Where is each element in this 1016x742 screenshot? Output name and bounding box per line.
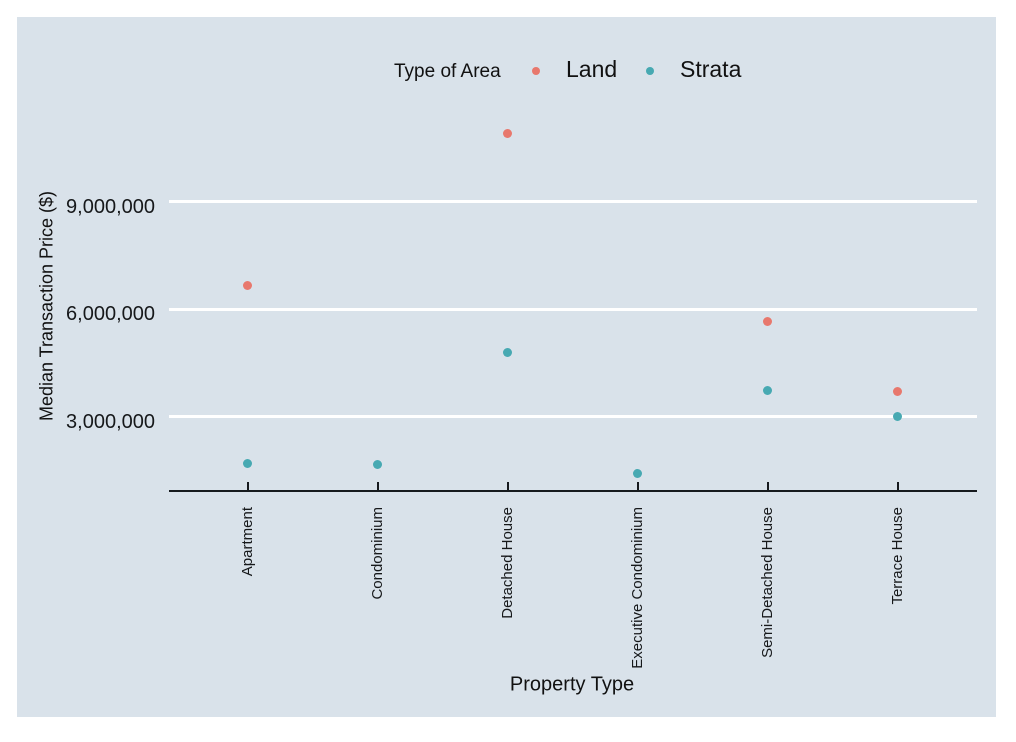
x-tick xyxy=(636,481,639,491)
legend-item-label: Strata xyxy=(680,56,742,82)
x-axis-line xyxy=(169,489,977,492)
point-strata-semi-detached-house[interactable] xyxy=(763,386,773,396)
x-tick-label: Terrace House xyxy=(888,507,906,605)
point-strata-detached-house[interactable] xyxy=(503,347,513,357)
legend-item-land[interactable]: Land xyxy=(532,54,627,86)
point-strata-condominium[interactable] xyxy=(373,460,383,470)
x-tick-label: Semi-Detached House xyxy=(758,507,776,658)
y-tick-label: 6,000,000 xyxy=(66,303,155,325)
x-tick xyxy=(376,481,379,491)
point-strata-terrace-house[interactable] xyxy=(893,412,902,421)
y-tick-label: 9,000,000 xyxy=(66,195,155,218)
point-land-semi-detached-house[interactable] xyxy=(763,317,773,327)
x-tick xyxy=(896,481,899,491)
legend-title: Type of Area xyxy=(394,61,501,82)
x-tick xyxy=(506,481,509,491)
gridline xyxy=(169,200,977,203)
x-axis-title: Property Type xyxy=(509,673,635,696)
y-axis-title: Median Transaction Price ($) xyxy=(36,190,57,422)
point-strata-executive-condominium[interactable] xyxy=(633,469,643,479)
legend: Type of Area Land Strata xyxy=(0,0,1016,100)
legend-item-label: Land xyxy=(566,56,618,82)
point-land-terrace-house[interactable] xyxy=(893,386,902,396)
point-land-apartment[interactable] xyxy=(243,281,253,291)
legend-item-strata[interactable]: Strata xyxy=(646,54,756,86)
gridline xyxy=(169,415,977,418)
x-tick-label: Executive Condominium xyxy=(628,507,646,669)
strata-marker-icon xyxy=(646,67,654,75)
x-tick-label: Condominium xyxy=(368,507,386,600)
x-tick xyxy=(766,481,769,491)
point-strata-apartment[interactable] xyxy=(243,458,253,468)
land-marker-icon xyxy=(532,67,540,75)
x-tick-label: Apartment xyxy=(238,507,256,577)
gridline xyxy=(169,307,977,311)
x-tick xyxy=(246,481,249,491)
point-land-detached-house[interactable] xyxy=(503,128,513,138)
x-tick-label: Detached House xyxy=(498,507,516,619)
y-tick-label: 3,000,000 xyxy=(66,410,155,433)
